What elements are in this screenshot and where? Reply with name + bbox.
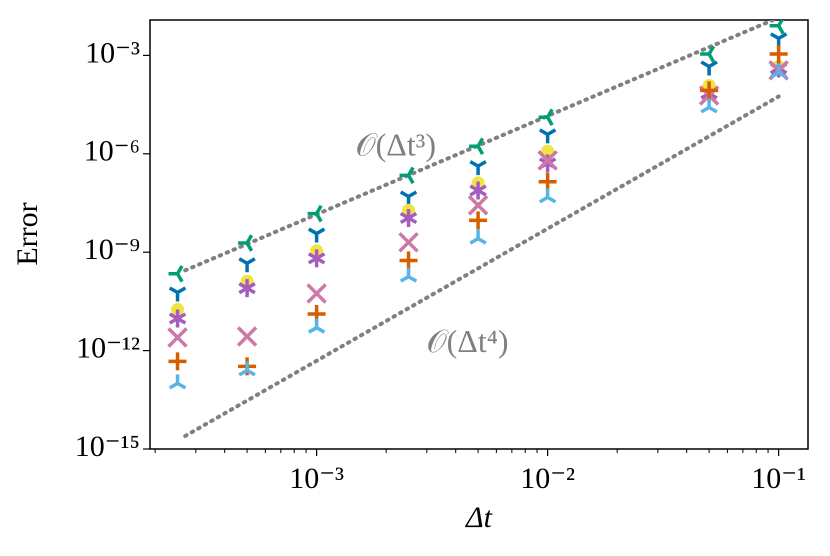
reference-line (183, 94, 781, 438)
marker (399, 166, 415, 185)
marker (469, 181, 487, 200)
y-tick-label: 10⁻¹² (76, 331, 140, 364)
marker (168, 352, 187, 371)
reference-label: 𝒪(Δt⁴) (426, 323, 508, 359)
marker (168, 265, 184, 283)
reference-label: 𝒪(Δt³) (355, 126, 436, 162)
marker (469, 211, 488, 230)
marker (541, 144, 555, 158)
reference-line (183, 20, 779, 273)
marker (700, 81, 719, 100)
marker (168, 309, 187, 328)
marker (398, 232, 419, 253)
y-tick-label: 10⁻⁹ (84, 233, 140, 266)
marker (167, 327, 188, 348)
marker (307, 318, 326, 334)
marker (467, 195, 489, 216)
marker (238, 279, 256, 298)
marker (700, 45, 716, 63)
marker (537, 150, 558, 171)
marker (538, 108, 554, 126)
marker (769, 20, 785, 35)
plot-area (167, 20, 789, 438)
marker (700, 98, 718, 114)
marker (769, 45, 788, 64)
marker (238, 257, 256, 273)
marker (307, 204, 323, 223)
x-tick-label: 10⁻³ (289, 462, 344, 495)
marker (306, 283, 327, 304)
x-tick-label: 10⁻¹ (751, 462, 806, 495)
marker (171, 302, 185, 316)
marker (399, 251, 418, 270)
marker (399, 267, 418, 283)
y-axis-label: Error (11, 202, 44, 265)
marker (700, 60, 718, 76)
marker (307, 249, 326, 268)
marker (469, 137, 485, 155)
marker (238, 361, 256, 377)
y-tick-label: 10⁻¹⁵ (75, 430, 140, 463)
marker (469, 229, 487, 245)
marker (399, 190, 418, 206)
marker (469, 160, 487, 176)
y-tick-label: 10⁻³ (85, 36, 140, 69)
marker (238, 234, 254, 252)
marker (399, 209, 418, 228)
plot-frame (149, 19, 809, 450)
x-tick-label: 10⁻² (520, 462, 575, 495)
marker (538, 172, 557, 191)
x-axis-label: Δt (465, 501, 493, 534)
marker (168, 286, 187, 302)
marker (307, 227, 326, 243)
marker (168, 374, 187, 390)
marker (538, 128, 557, 144)
marker (538, 188, 557, 204)
marker (236, 326, 258, 347)
y-tick-label: 10⁻⁶ (84, 135, 140, 168)
marker (769, 63, 788, 79)
